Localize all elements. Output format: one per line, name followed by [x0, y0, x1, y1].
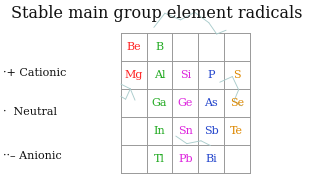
Text: Mg: Mg	[125, 70, 143, 80]
Text: Bi: Bi	[205, 154, 217, 164]
Text: Tl: Tl	[154, 154, 165, 164]
Text: Se: Se	[230, 98, 244, 108]
Text: S: S	[233, 70, 241, 80]
Text: Si: Si	[180, 70, 191, 80]
Text: Stable main group element radicals: Stable main group element radicals	[11, 5, 303, 22]
Text: Sn: Sn	[178, 126, 193, 136]
Text: In: In	[154, 126, 165, 136]
Text: ·  Neutral: · Neutral	[3, 108, 57, 117]
Text: Al: Al	[154, 70, 165, 80]
Text: B: B	[155, 42, 164, 52]
Text: Be: Be	[127, 42, 141, 52]
Text: ·+ Cationic: ·+ Cationic	[3, 68, 67, 78]
Text: ··– Anionic: ··– Anionic	[3, 151, 62, 161]
Text: As: As	[204, 98, 218, 108]
Text: P: P	[207, 70, 215, 80]
Text: Pb: Pb	[178, 154, 192, 164]
Text: Ge: Ge	[178, 98, 193, 108]
Text: Sb: Sb	[204, 126, 218, 136]
Text: Te: Te	[230, 126, 243, 136]
Text: Ga: Ga	[152, 98, 167, 108]
